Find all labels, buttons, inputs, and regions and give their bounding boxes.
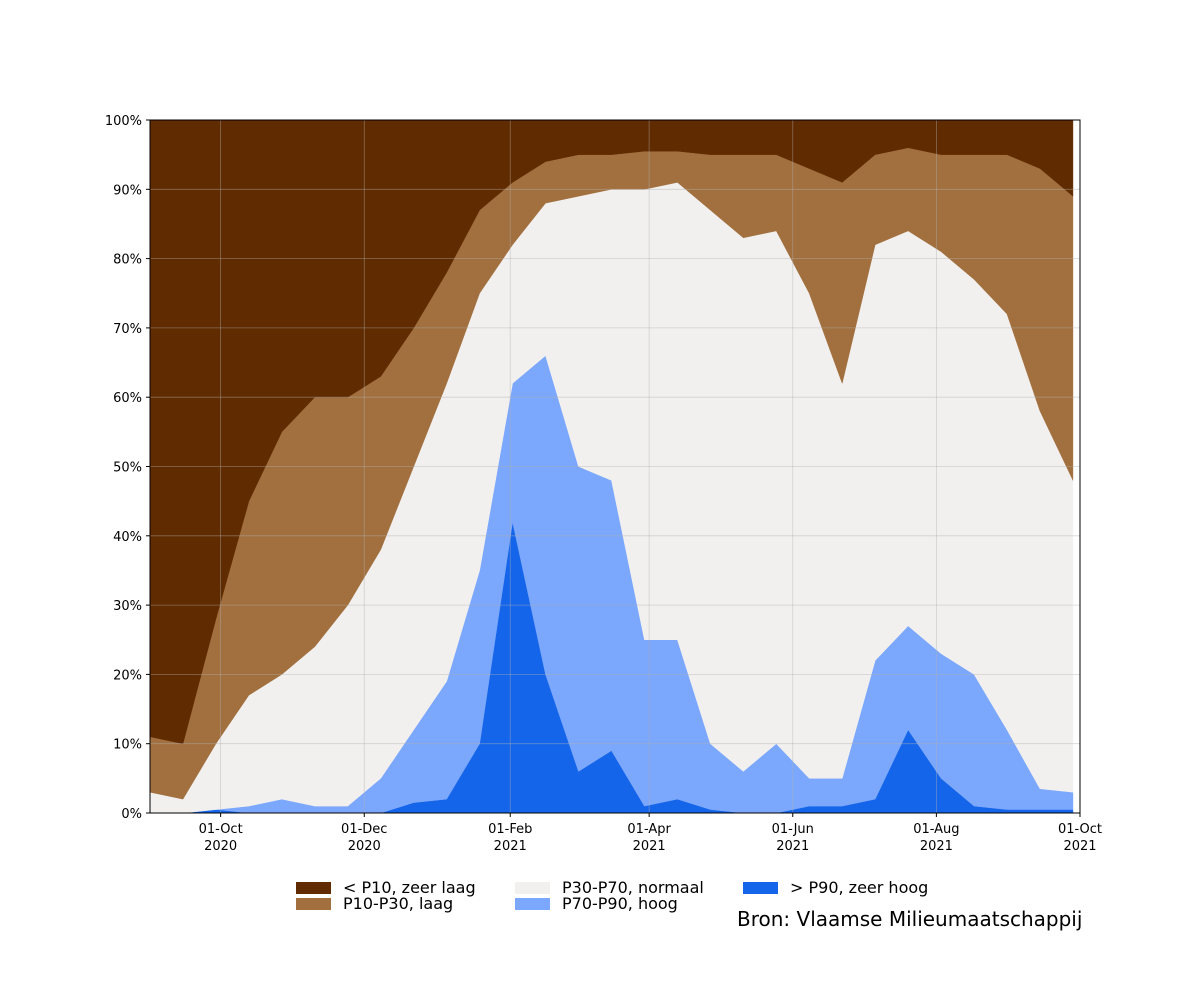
legend-swatch bbox=[515, 898, 550, 910]
y-tick-label: 80% bbox=[113, 253, 142, 268]
x-tick-label: 01-Dec 2020 bbox=[341, 822, 387, 854]
plot-frame bbox=[149, 119, 1081, 814]
source: Bron: Vlaamse Milieumaatschappij bbox=[737, 907, 1082, 931]
legend-label: > P90, zeer hoog bbox=[790, 878, 928, 897]
legend-swatch bbox=[743, 882, 778, 894]
legend-swatch bbox=[515, 882, 550, 894]
y-tick-label: 10% bbox=[113, 738, 142, 753]
x-tick-label: 01-Jun 2021 bbox=[772, 822, 814, 854]
y-tick-label: 100% bbox=[105, 114, 142, 129]
x-tick-label: 01-Aug 2021 bbox=[913, 822, 959, 854]
y-tick-label: 60% bbox=[113, 391, 142, 406]
legend-swatch bbox=[296, 898, 331, 910]
y-tick-label: 50% bbox=[113, 461, 142, 476]
x-tick-label: 01-Feb 2021 bbox=[488, 822, 532, 854]
y-tick-label: 40% bbox=[113, 530, 142, 545]
y-tick-label: 70% bbox=[113, 322, 142, 337]
x-tick-label: 01-Apr 2021 bbox=[627, 822, 671, 854]
x-tick-label: 01-Oct 2020 bbox=[199, 822, 243, 854]
x-tick-label: 01-Oct 2021 bbox=[1058, 822, 1102, 854]
y-tick-label: 30% bbox=[113, 599, 142, 614]
y-tick-label: 90% bbox=[113, 183, 142, 198]
y-tick-label: 0% bbox=[121, 807, 142, 822]
legend-label: < P10, zeer laag bbox=[343, 878, 476, 897]
legend-label: P30-P70, normaal bbox=[562, 878, 704, 897]
legend-swatch bbox=[296, 882, 331, 894]
legend-label: P10-P30, laag bbox=[343, 894, 453, 913]
legend-label: P70-P90, hoog bbox=[562, 894, 678, 913]
y-tick-label: 20% bbox=[113, 668, 142, 683]
